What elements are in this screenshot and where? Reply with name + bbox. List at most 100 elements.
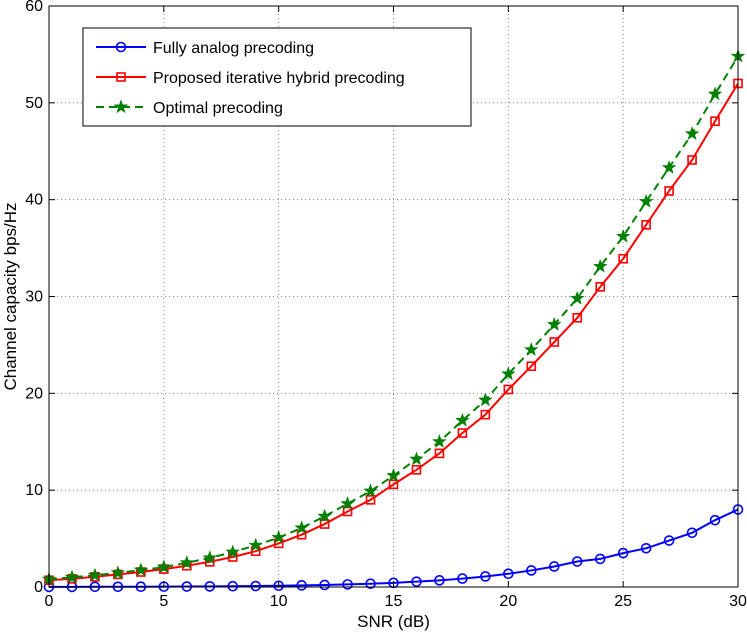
data-point (503, 568, 514, 580)
data-point (388, 479, 399, 490)
y-tick-label: 30 (25, 289, 43, 306)
data-point (365, 495, 376, 505)
data-point (317, 508, 332, 523)
x-tick-label: 15 (385, 593, 403, 610)
data-point (548, 561, 560, 572)
data-point (549, 337, 560, 347)
data-point (526, 361, 537, 372)
legend-marker (115, 41, 127, 53)
legend-item: Proposed iterative hybrid precoding (96, 70, 405, 87)
series-2 (44, 78, 743, 586)
data-point (663, 535, 675, 546)
y-axis-label: Channel capacity bps/Hz (1, 202, 20, 390)
x-tick-label: 0 (45, 593, 54, 610)
data-point (386, 467, 401, 482)
data-point (546, 316, 562, 331)
legend-item: Fully analog precoding (96, 40, 314, 57)
data-point (363, 483, 378, 498)
x-tick-labels: 0 5 10 15 20 25 30 (45, 593, 747, 610)
data-point (87, 567, 103, 582)
data-point (202, 550, 218, 565)
data-point (595, 282, 606, 292)
data-point (709, 514, 721, 526)
data-point (365, 578, 376, 590)
y-tick-label: 40 (25, 192, 43, 209)
legend-marker (116, 72, 126, 82)
y-tick-label: 60 (25, 0, 43, 15)
y-tick-label: 50 (25, 95, 43, 112)
data-point (569, 290, 585, 305)
legend-marker (113, 99, 129, 114)
y-tick-label: 10 (25, 482, 43, 499)
x-tick-label: 10 (270, 593, 288, 610)
data-point (480, 571, 491, 582)
data-point (179, 555, 195, 570)
legend-box (82, 27, 472, 127)
data-point (525, 565, 537, 576)
legend-label: Proposed iterative hybrid precoding (153, 70, 405, 87)
data-point (523, 342, 539, 357)
data-point (592, 258, 608, 273)
data-point (248, 537, 264, 552)
data-point (110, 565, 126, 580)
x-tick-label: 30 (729, 593, 747, 610)
data-point (319, 579, 330, 591)
data-point (503, 384, 514, 395)
data-point (618, 253, 628, 264)
data-point (664, 186, 674, 196)
data-point (271, 529, 287, 544)
x-axis-label: SNR (dB) (357, 612, 430, 631)
data-point (342, 506, 353, 517)
data-point (477, 392, 493, 407)
data-point (294, 520, 310, 535)
data-point (133, 562, 149, 577)
data-point (661, 159, 677, 174)
data-point (457, 573, 468, 584)
data-point (227, 580, 239, 592)
data-point (457, 428, 468, 438)
x-tick-label: 20 (499, 593, 517, 610)
data-point (638, 193, 654, 208)
data-point (64, 569, 80, 584)
data-point (340, 495, 355, 511)
data-point (455, 412, 470, 427)
data-point (409, 451, 424, 466)
data-point (296, 580, 307, 591)
y-tick-labels: 0 10 20 30 40 50 60 (25, 0, 43, 596)
y-tick-label: 20 (25, 385, 43, 402)
data-point (204, 581, 216, 592)
data-point (411, 465, 422, 475)
data-point (225, 544, 241, 559)
series-3 (41, 48, 746, 586)
series-line (48, 82, 739, 582)
x-tick-label: 5 (159, 593, 168, 610)
data-point (500, 366, 516, 381)
data-point (594, 553, 606, 565)
data-point (250, 580, 261, 592)
y-tick-label: 0 (34, 579, 43, 596)
legend-label: Optimal precoding (153, 100, 283, 117)
data-point (617, 547, 629, 559)
data-point (571, 556, 583, 567)
data-point (710, 116, 720, 127)
data-point (686, 527, 698, 539)
data-point (480, 409, 491, 420)
data-point (434, 448, 445, 459)
data-point (156, 559, 172, 574)
data-point (641, 220, 651, 230)
data-point (342, 579, 353, 590)
series-line (49, 508, 739, 588)
data-point (432, 433, 447, 449)
data-point (615, 228, 631, 243)
data-point (411, 576, 422, 587)
legend: Fully analog precoding Proposed iterative… (82, 27, 472, 127)
data-point (684, 126, 700, 141)
data-point (640, 542, 652, 554)
data-point (572, 313, 583, 323)
x-tick-label: 25 (614, 593, 632, 610)
data-point (319, 519, 330, 529)
data-point (687, 155, 697, 165)
legend-label: Fully analog precoding (153, 40, 314, 57)
series-1 (43, 504, 744, 593)
